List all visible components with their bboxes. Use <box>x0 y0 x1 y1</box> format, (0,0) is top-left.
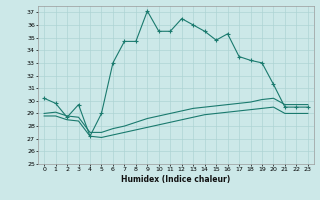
X-axis label: Humidex (Indice chaleur): Humidex (Indice chaleur) <box>121 175 231 184</box>
